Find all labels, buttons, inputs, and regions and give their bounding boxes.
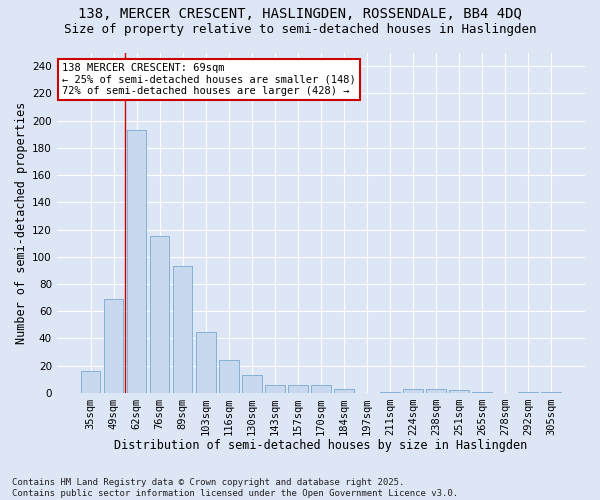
Bar [219,360,239,393]
Bar [541,392,561,393]
Bar [81,371,100,393]
Bar [426,389,446,393]
Text: Size of property relative to semi-detached houses in Haslingden: Size of property relative to semi-detach… [64,22,536,36]
Bar [403,389,423,393]
Text: Contains HM Land Registry data © Crown copyright and database right 2025.
Contai: Contains HM Land Registry data © Crown c… [12,478,458,498]
Bar [104,299,124,393]
Bar [334,389,354,393]
Bar [150,236,169,393]
Bar [518,392,538,393]
Bar [265,385,284,393]
Bar [472,392,492,393]
Bar [449,390,469,393]
Text: 138 MERCER CRESCENT: 69sqm
← 25% of semi-detached houses are smaller (148)
72% o: 138 MERCER CRESCENT: 69sqm ← 25% of semi… [62,62,356,96]
X-axis label: Distribution of semi-detached houses by size in Haslingden: Distribution of semi-detached houses by … [114,440,527,452]
Bar [173,266,193,393]
Text: 138, MERCER CRESCENT, HASLINGDEN, ROSSENDALE, BB4 4DQ: 138, MERCER CRESCENT, HASLINGDEN, ROSSEN… [78,8,522,22]
Bar [288,385,308,393]
Bar [311,385,331,393]
Bar [127,130,146,393]
Bar [196,332,215,393]
Bar [380,392,400,393]
Y-axis label: Number of semi-detached properties: Number of semi-detached properties [15,102,28,344]
Bar [242,376,262,393]
